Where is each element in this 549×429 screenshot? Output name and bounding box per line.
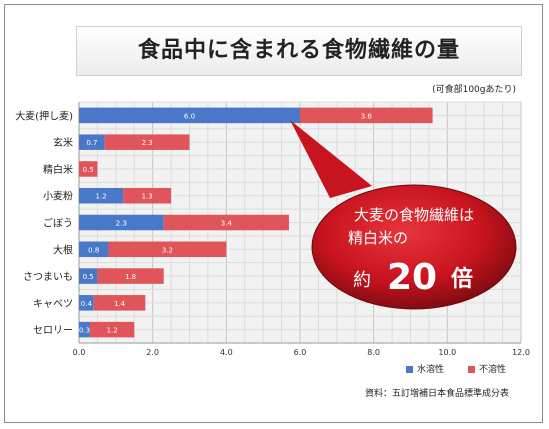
bar-soluble (79, 321, 91, 338)
data-label: 0.5 (83, 166, 94, 174)
source-note: 資料：五訂増補日本食品標準成分表 (364, 389, 509, 399)
data-label: 0.8 (88, 246, 99, 254)
x-tick-label: 2.0 (146, 348, 159, 357)
legend-label-soluble: 水溶性 (417, 365, 445, 375)
category-label: キャベツ (33, 298, 73, 310)
legend-swatch-soluble (406, 366, 413, 373)
data-label: 3.4 (221, 220, 233, 228)
legend-label-insoluble: 不溶性 (479, 365, 507, 375)
callout-line-1: 大麦の食物繊維は (354, 206, 474, 224)
callout-bubble (311, 184, 517, 310)
category-label: さつまいも (23, 271, 73, 283)
legend-swatch-insoluble (468, 366, 475, 373)
labels: 0.0 2.0 4.0 6.0 8.0 10.0 12.0 大麦(押し麦) 6.0 3.6 玄米 0.… (15, 109, 530, 357)
data-label: 3.6 (361, 112, 373, 120)
bar-insoluble (108, 241, 227, 258)
callout-suffix: 倍 (451, 266, 473, 292)
chart-title: 食品中に含まれる食物繊維の量 (76, 26, 522, 76)
data-label: 3.2 (162, 246, 173, 254)
x-tick-label: 8.0 (367, 348, 380, 357)
category-label: 小麦粉 (43, 190, 73, 203)
data-label: 0.5 (83, 273, 94, 281)
data-label: 2.3 (142, 139, 153, 147)
bar-insoluble (79, 161, 98, 177)
x-tick-label: 6.0 (294, 348, 307, 357)
x-tick-label: 4.0 (220, 348, 233, 357)
bar-soluble (79, 107, 300, 124)
data-label: 0.7 (86, 139, 97, 147)
x-tick-label: 10.0 (438, 348, 456, 357)
bar-insoluble (97, 268, 164, 284)
bar-insoluble (300, 107, 433, 124)
bar-soluble (79, 295, 94, 311)
data-label: 0.3 (79, 327, 90, 335)
bar-insoluble (163, 214, 289, 231)
callout-prefix: 約 (353, 270, 371, 291)
bar-soluble (79, 214, 164, 231)
bar-insoluble (90, 321, 135, 338)
data-label: 1.4 (114, 300, 126, 308)
data-label: 1.3 (142, 193, 153, 201)
legend-item-soluble: 水溶性 (406, 362, 444, 375)
bars (79, 107, 433, 338)
data-label: 1.8 (125, 273, 136, 281)
category-label: ごぼう (43, 217, 73, 230)
bar-soluble (79, 134, 105, 150)
category-label: 玄米 (53, 136, 73, 149)
data-label: 0.4 (81, 300, 93, 308)
category-label: 大麦(押し麦) (15, 109, 73, 122)
callout-number: 20 (387, 257, 437, 298)
legend-item-insoluble: 不溶性 (468, 362, 506, 375)
callout-line-2: 精白米の (348, 229, 408, 247)
data-label: 1.2 (96, 193, 107, 201)
category-label: 精白米 (43, 163, 73, 176)
bar-soluble (79, 187, 124, 204)
x-tick-label: 12.0 (512, 348, 530, 357)
category-label: 大根 (53, 243, 73, 256)
x-tick-label: 0.0 (73, 348, 86, 357)
bar-insoluble (123, 187, 172, 204)
unit-note: (可食部100gあたり) (432, 85, 516, 95)
callout-pointer (290, 120, 372, 198)
bar-soluble (79, 268, 98, 284)
bar-insoluble (93, 295, 146, 311)
bar-soluble (79, 241, 109, 258)
bar-insoluble (104, 134, 190, 150)
data-label: 6.0 (184, 112, 195, 120)
data-label: 1.2 (107, 327, 118, 335)
category-label: セロリー (33, 325, 73, 337)
data-label: 2.3 (116, 220, 127, 228)
